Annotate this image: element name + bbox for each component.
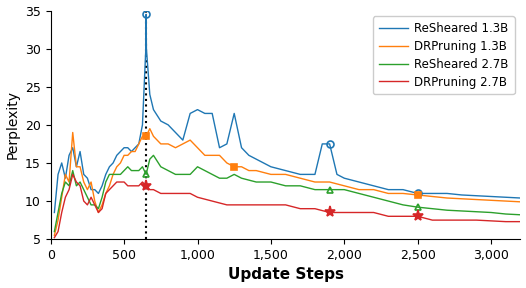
DRPruning 2.7B <box>253 203 259 206</box>
Legend: ReSheared 1.3B, DRPruning 1.3B, ReSheared 2.7B, DRPruning 2.7B: ReSheared 1.3B, DRPruning 1.3B, ReSheare… <box>373 16 514 94</box>
DRPruning 1.3B <box>231 165 237 168</box>
ReSheared 1.3B <box>488 195 494 198</box>
DRPruning 1.3B <box>125 154 131 157</box>
Line: DRPruning 2.7B: DRPruning 2.7B <box>54 175 520 238</box>
ReSheared 2.7B <box>106 173 113 176</box>
ReSheared 2.7B <box>73 184 79 187</box>
DRPruning 1.3B <box>114 165 120 168</box>
ReSheared 1.3B <box>143 13 149 16</box>
DRPruning 1.3B <box>121 154 127 157</box>
ReSheared 1.3B <box>187 112 194 115</box>
ReSheared 2.7B <box>297 184 304 187</box>
DRPruning 1.3B <box>517 200 523 204</box>
ReSheared 2.7B <box>150 154 157 157</box>
Line: ReSheared 2.7B: ReSheared 2.7B <box>54 155 520 232</box>
ReSheared 2.7B <box>58 192 65 195</box>
ReSheared 1.3B <box>106 165 113 168</box>
DRPruning 2.7B <box>224 203 230 206</box>
ReSheared 1.3B <box>121 146 127 149</box>
ReSheared 2.7B <box>51 230 57 233</box>
DRPruning 2.7B <box>55 230 61 233</box>
Line: ReSheared 1.3B: ReSheared 1.3B <box>54 14 520 213</box>
DRPruning 1.3B <box>106 184 113 187</box>
ReSheared 2.7B <box>84 196 90 199</box>
ReSheared 1.3B <box>51 211 57 214</box>
Y-axis label: Perplexity: Perplexity <box>6 90 19 159</box>
DRPruning 2.7B <box>69 173 76 176</box>
ReSheared 2.7B <box>180 173 186 176</box>
DRPruning 2.7B <box>517 220 523 223</box>
DRPruning 2.7B <box>341 211 348 214</box>
ReSheared 2.7B <box>517 213 523 217</box>
ReSheared 1.3B <box>517 196 523 200</box>
DRPruning 2.7B <box>51 236 57 239</box>
X-axis label: Update Steps: Update Steps <box>228 268 343 283</box>
Line: DRPruning 1.3B: DRPruning 1.3B <box>54 129 520 235</box>
DRPruning 2.7B <box>187 192 194 195</box>
DRPruning 2.7B <box>128 184 135 187</box>
DRPruning 1.3B <box>88 180 94 184</box>
ReSheared 1.3B <box>147 93 153 96</box>
DRPruning 1.3B <box>147 127 153 130</box>
ReSheared 1.3B <box>400 188 406 191</box>
DRPruning 1.3B <box>51 234 57 237</box>
